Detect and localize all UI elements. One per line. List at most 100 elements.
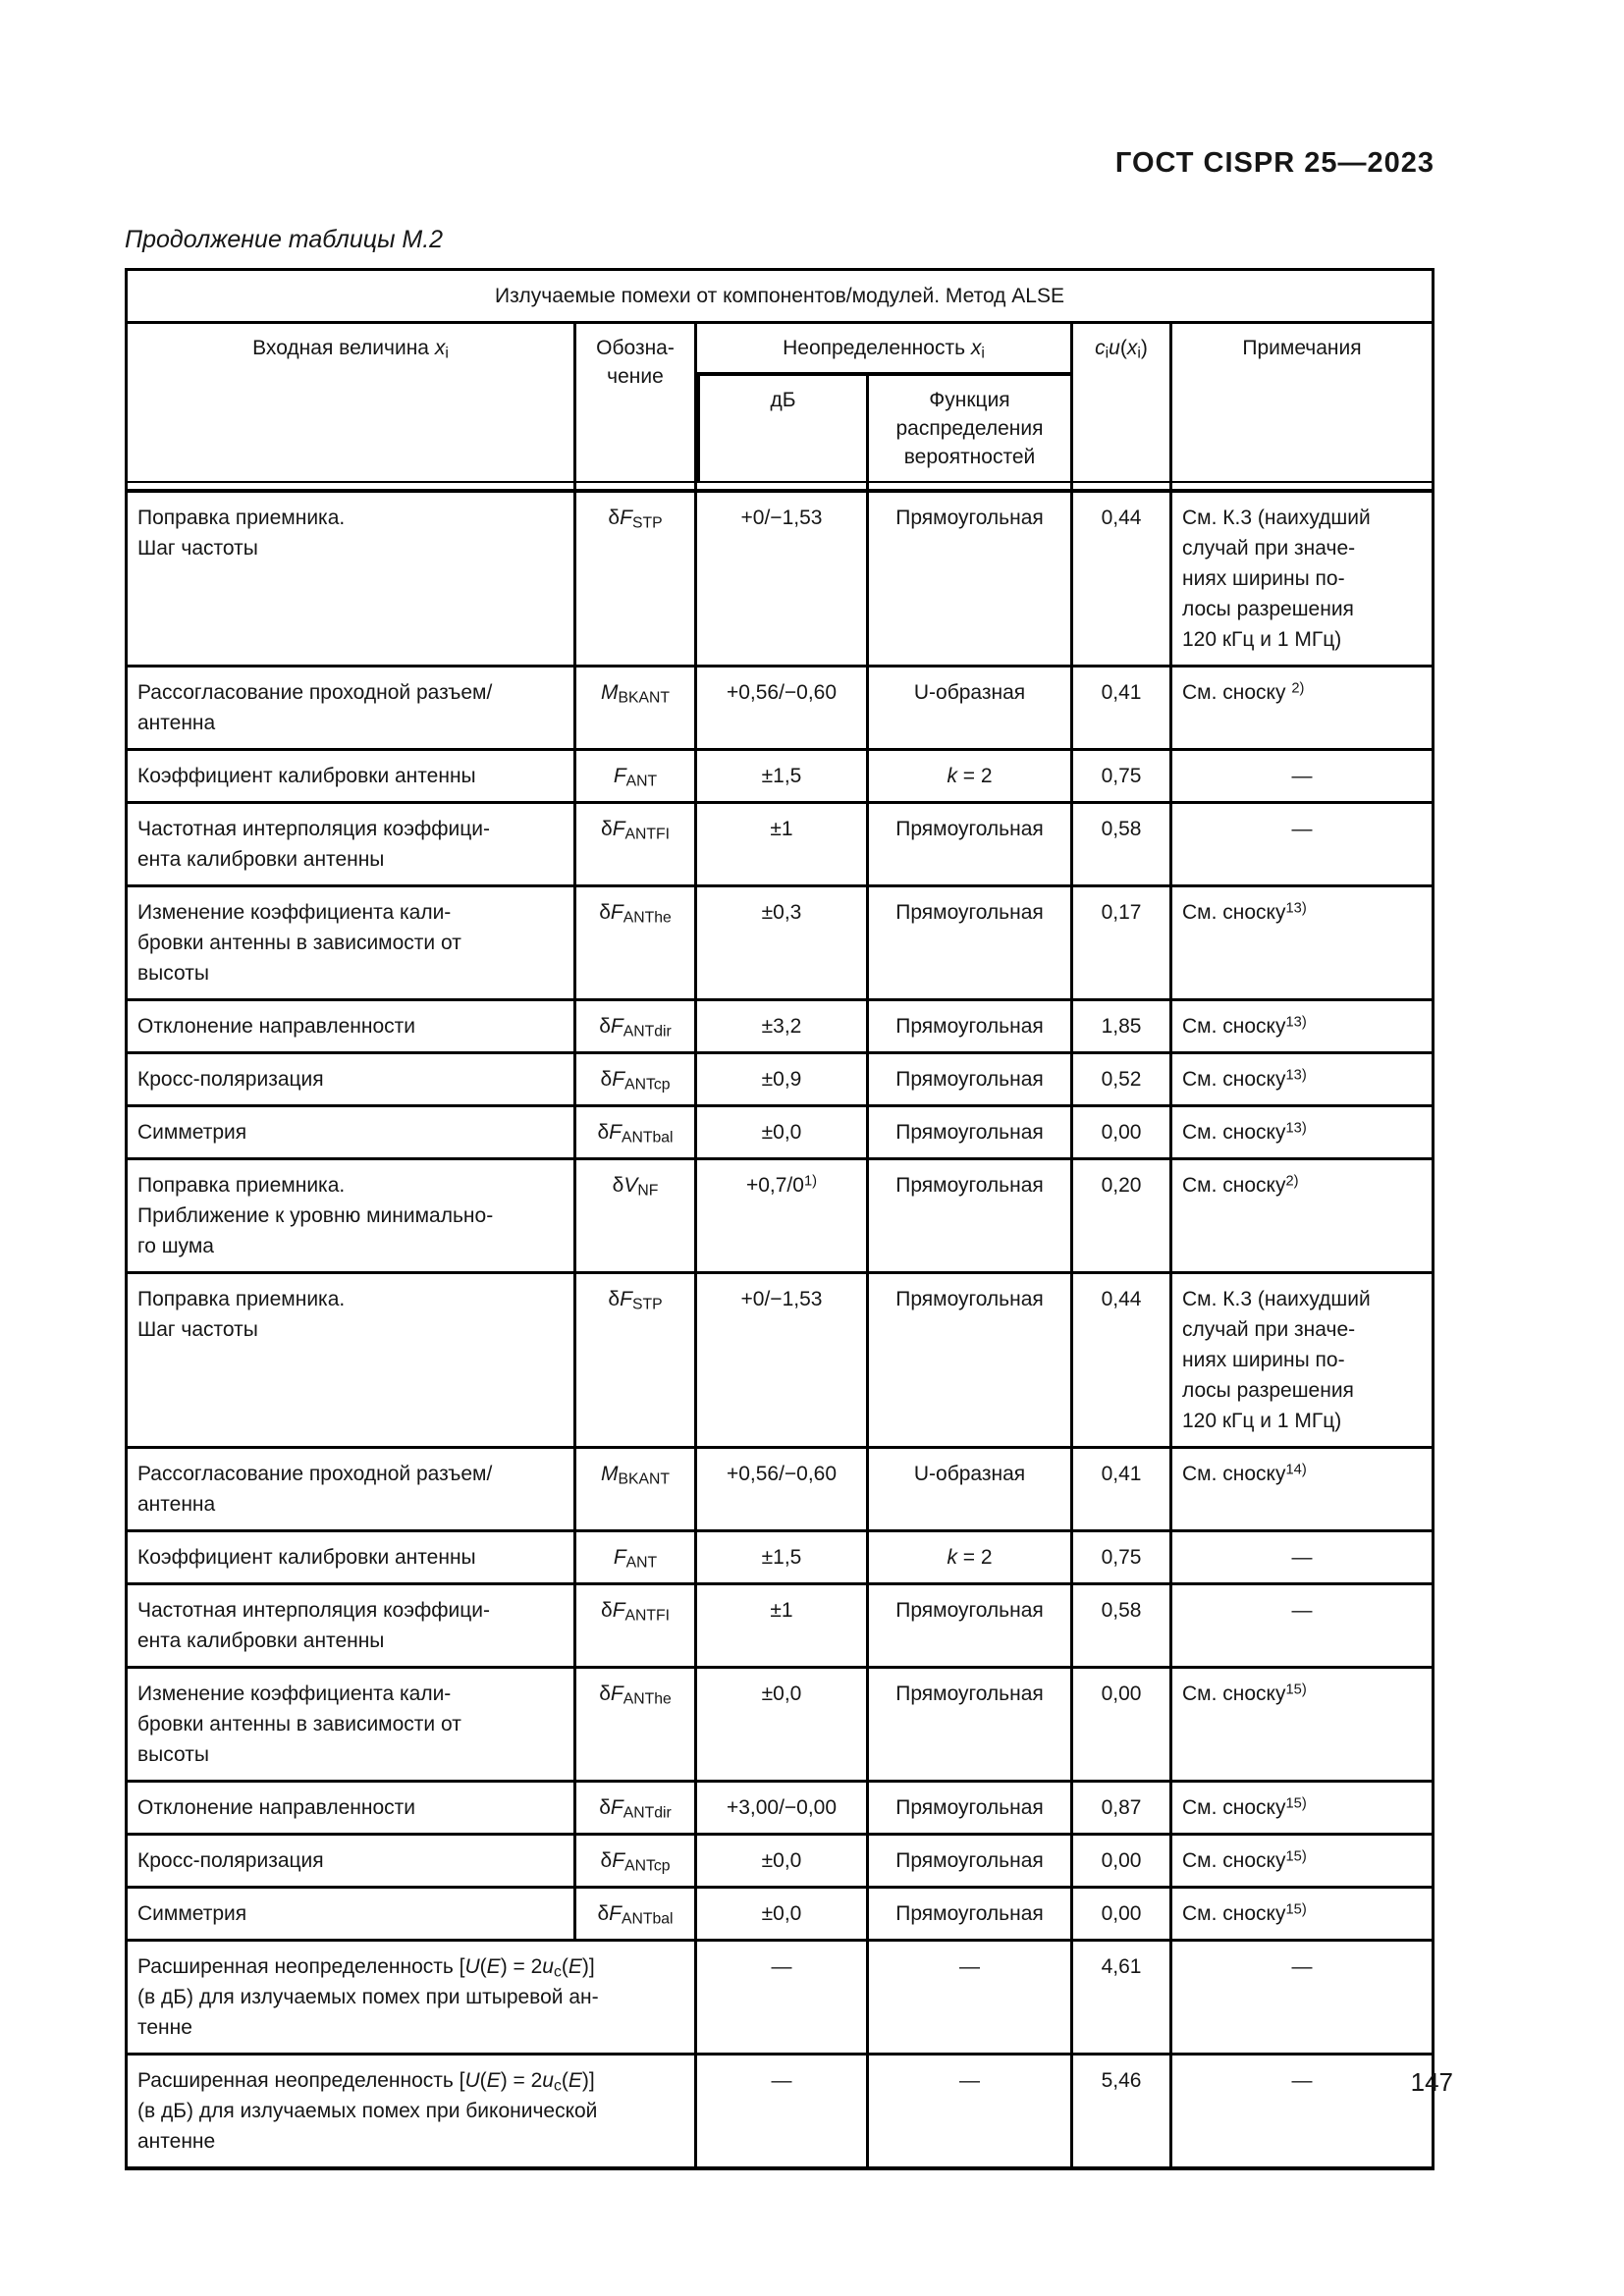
note-cell: — — [1172, 804, 1435, 887]
symbol-cell: FANT — [576, 1532, 697, 1585]
col-header-distribution: Функция распределения вероятностей — [869, 376, 1073, 483]
table-title-row: Излучаемые помехи от компонентов/модулей… — [125, 268, 1435, 324]
input-quantity-cell: Симметрия — [125, 1107, 576, 1160]
symbol-cell: δFANThe — [576, 887, 697, 1001]
symbol-cell: MBKANT — [576, 667, 697, 751]
db-value-cell: +0,7/01) — [697, 1160, 869, 1274]
input-quantity-cell: Коэффициент калибровки антенны — [125, 1532, 576, 1585]
table-row: Частотная интерполяция коэффици-ента кал… — [125, 1585, 1435, 1669]
ciu-value-cell: 0,00 — [1073, 1836, 1172, 1889]
symbol-cell: δFANTFI — [576, 804, 697, 887]
ciu-value-cell: 4,61 — [1073, 1942, 1172, 2056]
symbol-cell: δFANThe — [576, 1669, 697, 1783]
input-quantity-cell: Поправка приемника. Шаг частоты — [125, 493, 576, 667]
input-quantity-cell: Отклонение направленности — [125, 1001, 576, 1054]
input-quantity-cell: Поправка приемника. Шаг частоты — [125, 1274, 576, 1449]
note-cell: См. сноску15) — [1172, 1889, 1435, 1942]
note-cell: — — [1172, 751, 1435, 804]
db-value-cell: ±1 — [697, 1585, 869, 1669]
table-row: Рассогласование проходной разъем/антенна… — [125, 1449, 1435, 1532]
distribution-cell: Прямоугольная — [869, 1001, 1073, 1054]
table-row: Симметрия δFANTbal ±0,0 Прямоугольная 0,00 См… — [125, 1889, 1435, 1942]
input-quantity-cell: Кросс-поляризация — [125, 1836, 576, 1889]
ciu-value-cell: 5,46 — [1073, 2056, 1172, 2170]
note-cell: См. К.3 (наихудший случай при значе-ниях … — [1172, 493, 1435, 667]
note-cell: См. сноску13) — [1172, 1107, 1435, 1160]
header-body-divider — [125, 483, 1435, 493]
note-cell: См. сноску 2) — [1172, 667, 1435, 751]
note-cell: См. сноску14) — [1172, 1449, 1435, 1532]
note-cell: — — [1172, 1585, 1435, 1669]
ciu-value-cell: 0,87 — [1073, 1783, 1172, 1836]
ciu-value-cell: 0,52 — [1073, 1054, 1172, 1107]
column-header-row: Входная величина xi Обозна-чение Неопред… — [125, 324, 1435, 483]
distribution-cell: Прямоугольная — [869, 1889, 1073, 1942]
note-cell: См. сноску15) — [1172, 1783, 1435, 1836]
col-header-ciu: ciu(xi) — [1073, 324, 1172, 483]
note-cell: См. К.3 (наихудший случай при значе-ниях … — [1172, 1274, 1435, 1449]
table-row: Коэффициент калибровки антенны FANT ±1,5 k … — [125, 751, 1435, 804]
table-row: Изменение коэффициента кали-бровки антен… — [125, 887, 1435, 1001]
col-header-input-quantity: Входная величина xi — [125, 324, 576, 483]
table-row: Симметрия δFANTbal ±0,0 Прямоугольная 0,00 См… — [125, 1107, 1435, 1160]
table-row: Расширенная неопределенность [U(E) = 2uc… — [125, 1942, 1435, 2056]
input-quantity-cell: Поправка приемника. Приближение к уровню … — [125, 1160, 576, 1274]
table-body: Поправка приемника. Шаг частоты δFSTP +0/−1… — [125, 493, 1435, 2170]
symbol-cell: δFANTbal — [576, 1889, 697, 1942]
table-row: Кросс-поляризация δFANTcp ±0,9 Прямоугольна… — [125, 1054, 1435, 1107]
symbol-cell: MBKANT — [576, 1449, 697, 1532]
ciu-value-cell: 1,85 — [1073, 1001, 1172, 1054]
ciu-value-cell: 0,00 — [1073, 1669, 1172, 1783]
db-value-cell: ±1 — [697, 804, 869, 887]
table-row: Поправка приемника. Шаг частоты δFSTP +0/−1… — [125, 493, 1435, 667]
ciu-value-cell: 0,00 — [1073, 1107, 1172, 1160]
ciu-value-cell: 0,41 — [1073, 1449, 1172, 1532]
symbol-cell: δVNF — [576, 1160, 697, 1274]
table-row: Частотная интерполяция коэффици-ента кал… — [125, 804, 1435, 887]
symbol-cell: δFANTcp — [576, 1836, 697, 1889]
ciu-value-cell: 0,75 — [1073, 1532, 1172, 1585]
distribution-cell: — — [869, 2056, 1073, 2170]
db-value-cell: ±1,5 — [697, 751, 869, 804]
column-subheader-row: дБ Функция распределения вероятностей — [125, 376, 1435, 483]
input-quantity-cell: Расширенная неопределенность [U(E) = 2uc… — [125, 2056, 697, 2170]
ciu-value-cell: 0,20 — [1073, 1160, 1172, 1274]
note-cell: — — [1172, 1942, 1435, 2056]
table-header: Излучаемые помехи от компонентов/модулей… — [125, 268, 1435, 493]
distribution-cell: — — [869, 1942, 1073, 2056]
distribution-cell: Прямоугольная — [869, 1160, 1073, 1274]
ciu-value-cell: 0,44 — [1073, 1274, 1172, 1449]
col-header-db: дБ — [697, 376, 869, 483]
input-quantity-cell: Изменение коэффициента кали-бровки антен… — [125, 887, 576, 1001]
distribution-cell: Прямоугольная — [869, 1783, 1073, 1836]
symbol-cell: FANT — [576, 751, 697, 804]
input-quantity-cell: Частотная интерполяция коэффици-ента кал… — [125, 1585, 576, 1669]
note-cell: — — [1172, 2056, 1435, 2170]
table-row: Поправка приемника. Приближение к уровню … — [125, 1160, 1435, 1274]
note-cell: См. сноску13) — [1172, 1001, 1435, 1054]
uncertainty-table: Излучаемые помехи от компонентов/модулей… — [125, 268, 1435, 2170]
db-value-cell: ±3,2 — [697, 1001, 869, 1054]
note-cell: См. сноску13) — [1172, 887, 1435, 1001]
input-quantity-cell: Коэффициент калибровки антенны — [125, 751, 576, 804]
distribution-cell: Прямоугольная — [869, 1054, 1073, 1107]
distribution-cell: k = 2 — [869, 1532, 1073, 1585]
ciu-value-cell: 0,58 — [1073, 1585, 1172, 1669]
symbol-cell: δFANTFI — [576, 1585, 697, 1669]
note-cell: См. сноску15) — [1172, 1669, 1435, 1783]
ciu-value-cell: 0,41 — [1073, 667, 1172, 751]
ciu-value-cell: 0,58 — [1073, 804, 1172, 887]
db-value-cell: ±0,0 — [697, 1836, 869, 1889]
db-value-cell: +0,56/−0,60 — [697, 1449, 869, 1532]
doc-header: ГОСТ CISPR 25—2023 — [1114, 147, 1435, 179]
distribution-cell: Прямоугольная — [869, 493, 1073, 667]
distribution-cell: Прямоугольная — [869, 1585, 1073, 1669]
input-quantity-cell: Симметрия — [125, 1889, 576, 1942]
table-title: Излучаемые помехи от компонентов/модулей… — [125, 268, 1435, 324]
col-header-notes: Примечания — [1172, 324, 1435, 483]
input-quantity-cell: Расширенная неопределенность [U(E) = 2uc… — [125, 1942, 697, 2056]
db-value-cell: +0/−1,53 — [697, 493, 869, 667]
input-quantity-cell: Рассогласование проходной разъем/антенна — [125, 1449, 576, 1532]
distribution-cell: U-образная — [869, 667, 1073, 751]
